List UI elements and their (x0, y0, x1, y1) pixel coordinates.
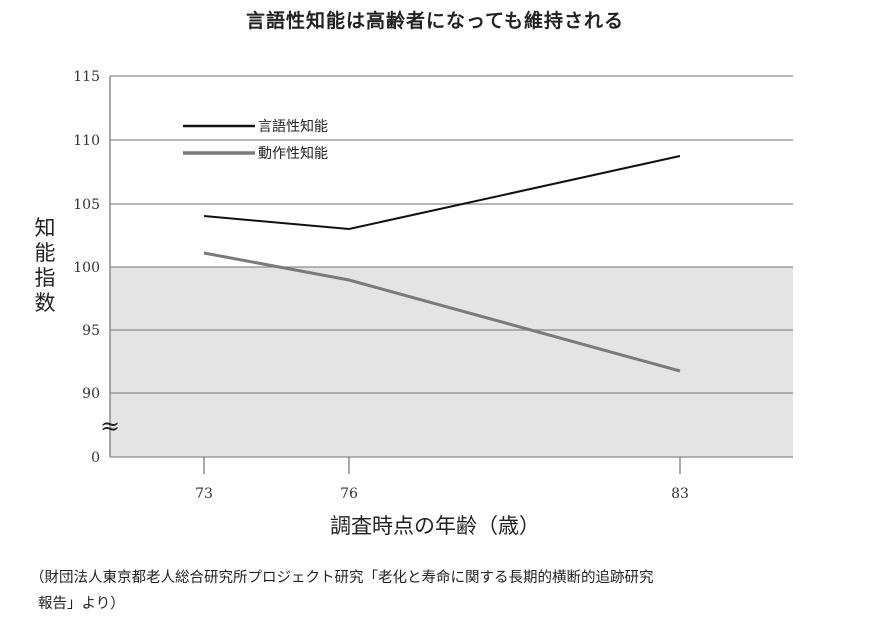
legend-verbal-label: 言語性知能 (258, 118, 328, 135)
y-tick-labels: 115 110 105 100 95 90 0 (73, 69, 100, 466)
y-axis-label-char: 数 (34, 291, 56, 315)
x-tick-marks (203, 457, 681, 474)
axis-break-icon: ≈ (100, 412, 120, 440)
svg-text:115: 115 (73, 69, 100, 85)
y-axis-label-char: 能 (34, 241, 56, 265)
svg-text:73: 73 (195, 486, 213, 502)
x-tick-labels: 73 76 83 (195, 486, 689, 502)
shaded-band (110, 267, 793, 457)
svg-text:76: 76 (340, 486, 358, 502)
svg-text:83: 83 (671, 486, 689, 502)
legend-performance-label: 動作性知能 (258, 145, 328, 162)
y-axis-label: 知 能 指 数 (30, 216, 60, 316)
svg-text:0: 0 (91, 450, 100, 466)
source-line-2: 報告」より） (38, 596, 125, 612)
chart-title: 言語性知能は高齢者になっても維持される (245, 10, 625, 32)
gridlines (110, 75, 793, 458)
series-verbal-line (203, 155, 681, 231)
x-axis-label: 調査時点の年齢（歳） (330, 514, 540, 538)
svg-text:105: 105 (73, 197, 100, 213)
source-note: （財団法人東京都老人総合研究所プロジェクト研究「老化と寿命に関する長期的横断的追… (30, 565, 850, 617)
svg-text:100: 100 (73, 260, 100, 276)
legend: 言語性知能 動作性知能 (183, 118, 328, 162)
y-axis-label-char: 知 (34, 216, 56, 240)
y-axis-label-char: 指 (34, 266, 56, 290)
svg-text:110: 110 (73, 133, 100, 149)
source-line-1: （財団法人東京都老人総合研究所プロジェクト研究「老化と寿命に関する長期的横断的追… (30, 570, 654, 586)
svg-text:95: 95 (82, 323, 100, 339)
series-performance-line (203, 251, 681, 373)
svg-text:90: 90 (82, 386, 100, 402)
